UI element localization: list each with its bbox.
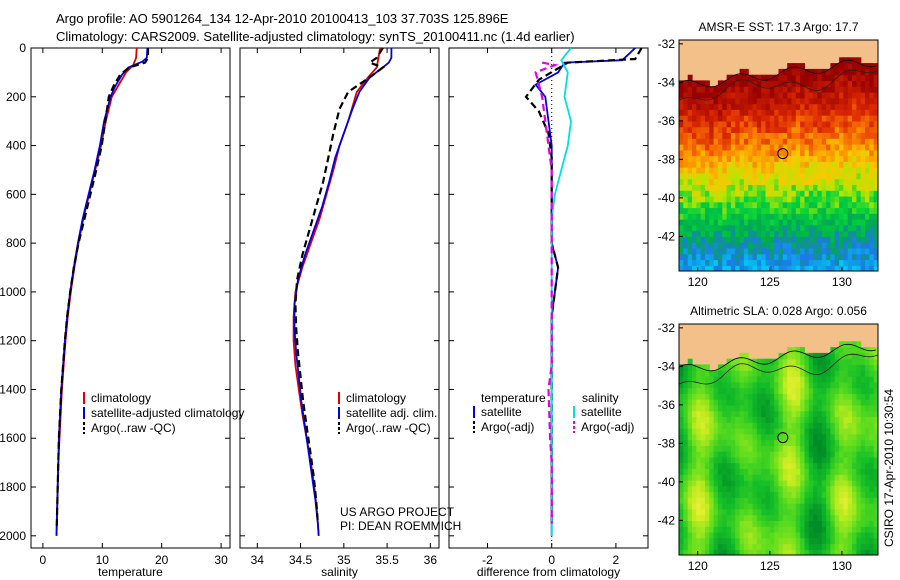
diff-legend-label: satellite — [481, 405, 522, 419]
climatology-subtitle: Climatology: CARS2009. Satellite-adjuste… — [56, 29, 575, 44]
sst_map-ytick-label: -34 — [658, 75, 676, 89]
sst_map-xtick-label: 125 — [760, 275, 780, 289]
salinity-series-2 — [294, 48, 386, 524]
sla_map-title: Altimetric SLA: 0.028 Argo: 0.056 — [690, 304, 867, 318]
sla_map-xtick-label: 120 — [688, 559, 708, 573]
depth-tick-label: 600 — [6, 187, 26, 201]
diff-legend-label: satellite — [581, 405, 622, 419]
difference-xtick-label: -2 — [482, 553, 493, 567]
temperature-xlabel: temperature — [98, 565, 163, 579]
sst_map-ytick-label: -42 — [658, 229, 676, 243]
temperature-legend-label: satellite-adjusted climatology — [91, 406, 244, 420]
sst_map-frame — [678, 39, 879, 272]
sla_map-ytick-label: -34 — [658, 359, 676, 373]
sst_map-ytick-label: -32 — [658, 37, 676, 51]
salinity-xtick-label: 35 — [337, 553, 351, 567]
temperature-xtick-label: 10 — [96, 553, 110, 567]
sla_map-frame — [678, 323, 879, 556]
sst_map-xtick-label: 130 — [832, 275, 852, 289]
profile-title: Argo profile: AO 5901264_134 12-Apr-2010… — [56, 11, 509, 26]
salinity-xlabel: salinity — [321, 565, 358, 579]
temperature-xtick-label: 20 — [155, 553, 169, 567]
salinity-legend-label: Argo(..raw -QC) — [346, 421, 431, 435]
sla_map-ytick-label: -40 — [658, 475, 676, 489]
sla_map-xtick-label: 130 — [832, 559, 852, 573]
sla_map-xtick-label: 125 — [760, 559, 780, 573]
diff-legend-header-temperature: temperature — [481, 391, 546, 405]
salinity-xtick-label: 34 — [251, 553, 265, 567]
sla_map-argo-marker — [777, 432, 789, 444]
salinity-xtick-label: 35.5 — [375, 553, 399, 567]
depth-tick-label: 400 — [6, 139, 26, 153]
temperature-axes-box — [30, 47, 231, 549]
diff-legend-header-salinity: salinity — [582, 391, 619, 405]
depth-tick-label: 1600 — [0, 431, 26, 445]
temperature-panel — [30, 47, 231, 549]
depth-tick-label: 800 — [6, 236, 26, 250]
sla_map-ytick-label: -32 — [658, 321, 676, 335]
difference-xlabel: difference from climatology — [477, 565, 620, 579]
sst_map-ytick-label: -40 — [658, 191, 676, 205]
sst_map-ytick-label: -38 — [658, 152, 676, 166]
sst_map-ytick-label: -36 — [658, 114, 676, 128]
sla_map-ytick-label: -36 — [658, 398, 676, 412]
salinity-legend-label: climatology — [346, 391, 406, 405]
sst_map-coastline — [679, 59, 876, 88]
difference-series-2 — [550, 48, 572, 536]
salinity-xtick-label: 34.5 — [289, 553, 313, 567]
sla_map-ytick-label: -42 — [658, 513, 676, 527]
depth-tick-label: 1200 — [0, 334, 26, 348]
difference-xtick-label: 0 — [548, 553, 555, 567]
sla_map-coastline — [679, 343, 876, 372]
salinity-panel — [239, 47, 440, 549]
difference-panel — [448, 47, 649, 549]
sst_map-xtick-label: 120 — [688, 275, 708, 289]
sst_map-panel — [678, 39, 879, 272]
temperature-legend-label: Argo(..raw -QC) — [91, 421, 176, 435]
sst_map-argo-marker — [777, 148, 789, 160]
depth-tick-label: 200 — [6, 90, 26, 104]
temperature-series-1 — [55, 48, 149, 536]
salinity-xtick-label: 36 — [424, 553, 438, 567]
difference-xtick-label: 2 — [613, 553, 620, 567]
salinity-legend-label: satellite adj. clim. — [346, 406, 437, 420]
diff-legend-label: Argo(-adj) — [481, 420, 534, 434]
salinity-axes-box — [239, 47, 440, 549]
sla_map-field — [679, 324, 878, 555]
depth-tick-label: 0 — [19, 41, 26, 55]
diff-legend-label: Argo(-adj) — [581, 420, 634, 434]
sla_map-ytick-label: -38 — [658, 436, 676, 450]
timestamp-credit: CSIRO 17-Apr-2010 10:30:54 — [882, 389, 896, 547]
sla_map-panel — [678, 323, 879, 556]
temperature-xtick-label: 0 — [40, 553, 47, 567]
depth-tick-label: 1000 — [0, 285, 26, 299]
temperature-legend-label: climatology — [91, 391, 151, 405]
temperature-xtick-label: 30 — [214, 553, 228, 567]
project-name: US ARGO PROJECT — [340, 505, 455, 519]
depth-tick-label: 2000 — [0, 529, 26, 543]
depth-tick-label: 1800 — [0, 480, 26, 494]
sst_map-title: AMSR-E SST: 17.3 Argo: 17.7 — [698, 20, 858, 34]
depth-tick-label: 1400 — [0, 382, 26, 396]
sla_map-shelf-contour — [679, 353, 878, 385]
project-pi: PI: DEAN ROEMMICH — [340, 519, 461, 533]
sst_map-shelf-contour — [679, 69, 878, 101]
